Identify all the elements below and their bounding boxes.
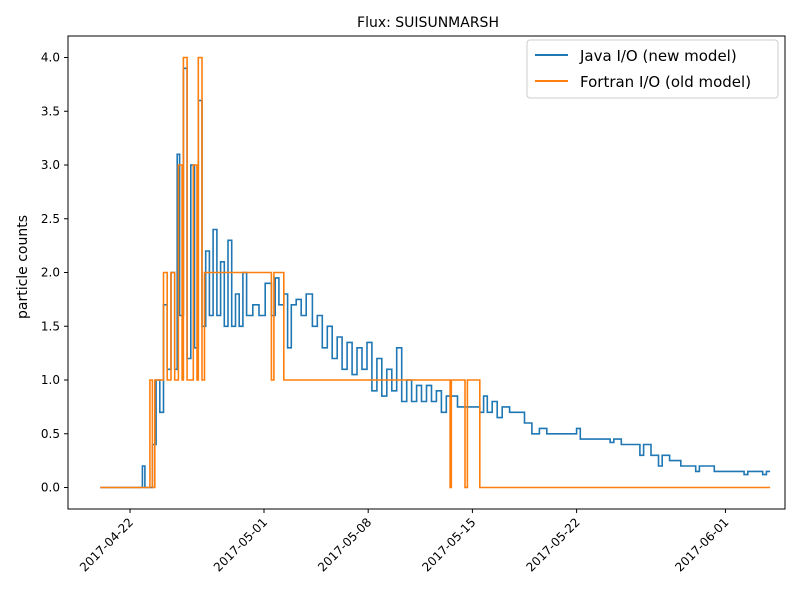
y-tick-label: 0.5 — [41, 427, 60, 441]
plot-frame — [67, 35, 786, 510]
series-line-fortran — [100, 56, 771, 489]
y-axis: 0.0 0.5 1.0 1.5 2.0 2.5 3.0 3.5 4.0 — [41, 51, 68, 495]
y-tick-label: 0.0 — [41, 481, 60, 495]
y-axis-label: particle counts — [15, 215, 31, 319]
legend-box — [526, 39, 779, 99]
series-lines — [100, 56, 771, 489]
legend-label-java: Java I/O (new model) — [579, 47, 737, 65]
chart-title: Flux: SUISUNMARSH — [357, 15, 499, 31]
y-tick-label: 3.0 — [41, 158, 60, 172]
y-tick-label: 1.5 — [41, 319, 60, 333]
y-tick-label: 4.0 — [41, 51, 60, 65]
y-tick-label: 2.5 — [41, 212, 60, 226]
y-tick-label: 1.0 — [41, 373, 60, 387]
legend-label-fortran: Fortran I/O (old model) — [580, 73, 751, 91]
legend: Java I/O (new model) Fortran I/O (old mo… — [526, 39, 779, 99]
y-tick-label: 2.0 — [41, 266, 60, 280]
y-tick-label: 3.5 — [41, 104, 60, 118]
